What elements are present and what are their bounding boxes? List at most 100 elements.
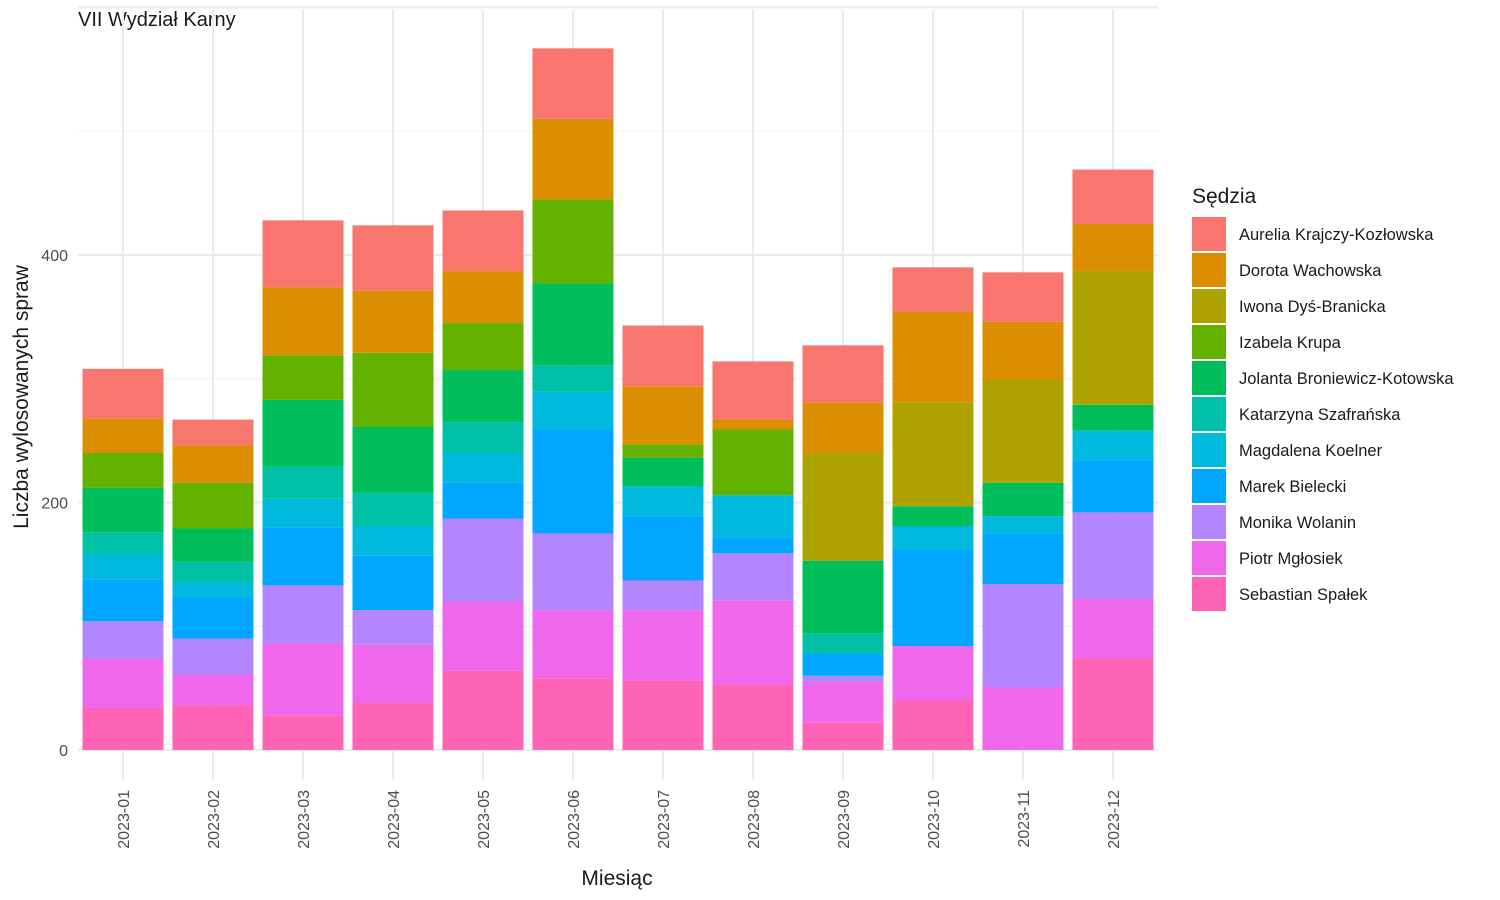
legend-key (1192, 577, 1226, 611)
bar-segment (802, 675, 884, 682)
bar-segment (532, 610, 614, 679)
bar-segment (622, 680, 704, 750)
y-tick-label: 400 (41, 248, 68, 265)
bar-segment (712, 553, 794, 601)
bar-segment (82, 621, 164, 659)
bar-segment (172, 482, 254, 529)
bar-segment (262, 643, 344, 716)
bar-segment (712, 361, 794, 420)
bar-segment (442, 370, 524, 423)
legend-key (1192, 469, 1226, 503)
bar-segment (262, 399, 344, 467)
bar-segment (1072, 599, 1154, 659)
bar-segment (352, 526, 434, 556)
legend-label: Jolanta Broniewicz-Kotowska (1239, 370, 1454, 388)
legend-title: Sędzia (1192, 185, 1257, 208)
bar-segment (892, 402, 974, 507)
bar-segment (802, 653, 884, 676)
bar-segment (982, 321, 1064, 380)
legend-key (1192, 217, 1226, 251)
bar-segment (892, 700, 974, 750)
bar-segment (442, 422, 524, 453)
bar-segment (802, 345, 884, 403)
legend-key (1192, 289, 1226, 323)
bar-segment (262, 355, 344, 400)
bar-segment (1072, 512, 1154, 600)
bar-segment (352, 610, 434, 645)
bar-segment (172, 596, 254, 639)
x-tick-label: 2023-04 (386, 790, 403, 849)
legend-key (1192, 541, 1226, 575)
legend-key (1192, 433, 1226, 467)
bar-segment (82, 487, 164, 533)
x-tick-label: 2023-03 (296, 790, 313, 849)
x-tick-label: 2023-01 (116, 790, 133, 849)
bar-segment (532, 391, 614, 430)
bar-segment (172, 419, 254, 446)
bar-segment (1072, 271, 1154, 405)
y-tick-label: 0 (59, 743, 68, 760)
bar-segment (1072, 430, 1154, 461)
bar-segment (82, 658, 164, 708)
bar-segment (262, 585, 344, 644)
bar-segment (802, 560, 884, 634)
bar-segment (82, 453, 164, 488)
bar-segment (172, 582, 254, 597)
bar-segment (892, 549, 974, 647)
bar-segment (172, 638, 254, 675)
x-tick-label: 2023-12 (1106, 790, 1123, 849)
legend-label: Piotr Mgłosiek (1239, 550, 1343, 568)
bar-segment (262, 715, 344, 750)
bar-segment (712, 419, 794, 430)
bar-segment (442, 482, 524, 519)
bar-segment (982, 533, 1064, 585)
bar-segment (442, 323, 524, 371)
bars (82, 48, 1154, 750)
bar-segment (352, 225, 434, 291)
legend-key (1192, 325, 1226, 359)
bar-segment (442, 518, 524, 602)
bar-segment (892, 526, 974, 550)
bar-segment (532, 365, 614, 392)
legend-label: Izabela Krupa (1239, 334, 1342, 352)
bar-segment (802, 453, 884, 561)
bar-segment (262, 498, 344, 528)
bar-segment (82, 418, 164, 453)
bar-segment (622, 457, 704, 487)
legend-key (1192, 397, 1226, 431)
x-tick-label: 2023-09 (836, 790, 853, 849)
x-tick-label: 2023-11 (1016, 790, 1033, 848)
bar-segment (172, 528, 254, 562)
x-tick-label: 2023-02 (206, 790, 223, 849)
bar-segment (172, 561, 254, 583)
bar-segment (442, 271, 524, 324)
bar-segment (352, 290, 434, 353)
bar-segment (352, 644, 434, 703)
bar-segment (622, 610, 704, 681)
bar-segment (622, 325, 704, 387)
bar-segment (532, 533, 614, 611)
bar-segment (82, 368, 164, 419)
bar-segment (352, 352, 434, 428)
legend-key (1192, 505, 1226, 539)
y-axis-ticks: 0 200 400 (41, 248, 68, 760)
bar-segment (982, 516, 1064, 534)
bar-segment (442, 453, 524, 483)
legend-label: Dorota Wachowska (1239, 262, 1382, 280)
x-axis-ticks: 2023-01 2023-02 2023-03 2023-04 2023-05 2023-… (116, 790, 1123, 849)
x-tick-label: 2023-05 (476, 790, 493, 849)
bar-segment (622, 486, 704, 517)
bar-segment (532, 283, 614, 366)
bar-segment (262, 287, 344, 356)
legend-label: Iwona Dyś-Branicka (1239, 298, 1387, 316)
bar-segment (982, 686, 1064, 750)
bar-segment (172, 674, 254, 706)
bar-segment (1072, 658, 1154, 750)
x-axis-title: Miesiąc (581, 867, 652, 890)
legend-label: Marek Bielecki (1239, 478, 1346, 496)
bar-segment (802, 681, 884, 723)
bar-segment (622, 580, 704, 611)
bar-segment (532, 118, 614, 200)
bar-segment (802, 402, 884, 453)
